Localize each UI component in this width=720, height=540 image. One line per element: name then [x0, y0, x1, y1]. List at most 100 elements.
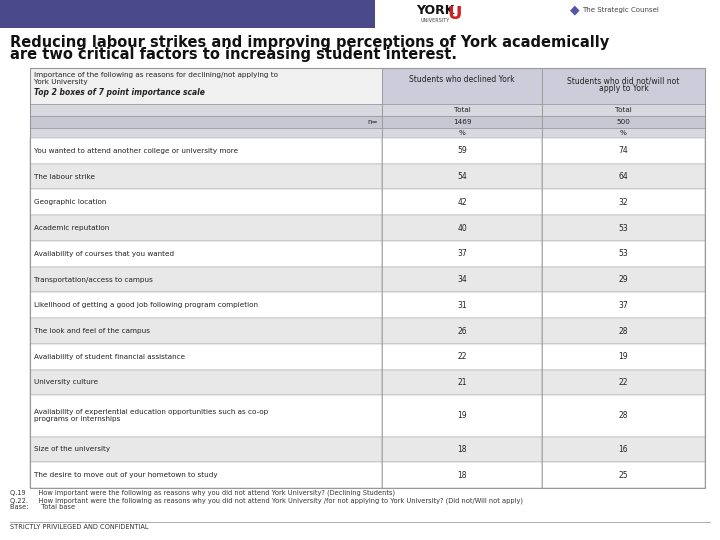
Text: are two critical factors to increasing student interest.: are two critical factors to increasing s… [10, 48, 457, 63]
Text: The labour strike: The labour strike [34, 173, 95, 180]
Text: Availability of courses that you wanted: Availability of courses that you wanted [34, 251, 174, 257]
Bar [382, 164, 542, 190]
Bar [542, 128, 705, 138]
Bar [30, 369, 382, 395]
Text: 1469: 1469 [453, 119, 472, 125]
Text: Size of the university: Size of the university [34, 447, 110, 453]
Text: 500: 500 [616, 119, 631, 125]
Text: The desire to move out of your hometown to study: The desire to move out of your hometown … [34, 472, 217, 478]
Text: University culture: University culture [34, 380, 98, 386]
Text: 53: 53 [618, 249, 629, 258]
Bar [30, 436, 382, 462]
Bar [542, 318, 705, 344]
Text: STRICTLY PRIVILEGED AND CONFIDENTIAL: STRICTLY PRIVILEGED AND CONFIDENTIAL [10, 524, 148, 530]
Bar [30, 241, 382, 267]
Text: 22: 22 [457, 352, 467, 361]
Text: Top 2 boxes of 7 point importance scale: Top 2 boxes of 7 point importance scale [34, 88, 205, 97]
Text: 53: 53 [618, 224, 629, 233]
Bar [382, 68, 542, 104]
Bar [30, 318, 382, 344]
Text: 22: 22 [618, 378, 629, 387]
Text: Students who did not/will not: Students who did not/will not [567, 76, 680, 85]
Bar [542, 241, 705, 267]
Bar [30, 190, 382, 215]
Bar [542, 436, 705, 462]
Bar [30, 68, 382, 104]
Text: 31: 31 [457, 301, 467, 310]
Text: 54: 54 [457, 172, 467, 181]
Text: U: U [448, 5, 462, 23]
Text: %: % [620, 130, 627, 136]
Bar [382, 436, 542, 462]
Text: 37: 37 [618, 301, 629, 310]
Bar [30, 68, 705, 488]
Bar [382, 190, 542, 215]
Text: Availability of experiential education opportunities such as co-op: Availability of experiential education o… [34, 409, 269, 415]
Text: 32: 32 [618, 198, 629, 207]
Text: Total: Total [615, 107, 632, 113]
Bar [542, 68, 705, 104]
Bar [542, 462, 705, 488]
Text: Total: Total [454, 107, 470, 113]
Text: %: % [459, 130, 465, 136]
Bar [30, 138, 382, 164]
Text: 18: 18 [457, 471, 467, 480]
Text: York University: York University [34, 79, 88, 85]
Bar [382, 395, 542, 436]
Text: 64: 64 [618, 172, 629, 181]
Bar [382, 462, 542, 488]
Bar [542, 395, 705, 436]
Text: apply to York: apply to York [598, 84, 649, 93]
Text: 16: 16 [618, 445, 629, 454]
Bar [542, 164, 705, 190]
Bar [382, 344, 542, 369]
Text: You wanted to attend another college or university more: You wanted to attend another college or … [34, 148, 238, 154]
Text: 37: 37 [457, 249, 467, 258]
Text: n=: n= [367, 119, 378, 125]
Text: UNIVERSITY: UNIVERSITY [420, 17, 449, 23]
Text: 21: 21 [457, 378, 467, 387]
Bar [30, 164, 382, 190]
Bar [30, 116, 382, 128]
Text: Reducing labour strikes and improving perceptions of York academically: Reducing labour strikes and improving pe… [10, 35, 609, 50]
Text: 26: 26 [457, 327, 467, 335]
Text: Academic reputation: Academic reputation [34, 225, 109, 231]
Text: YORK: YORK [416, 3, 454, 17]
Text: 29: 29 [618, 275, 629, 284]
Bar [30, 104, 382, 116]
Bar [382, 215, 542, 241]
Bar [382, 369, 542, 395]
Text: Importance of the following as reasons for declining/not applying to: Importance of the following as reasons f… [34, 72, 278, 78]
Bar [30, 462, 382, 488]
Bar [542, 369, 705, 395]
Bar [30, 215, 382, 241]
Text: 18: 18 [457, 445, 467, 454]
Bar [382, 116, 542, 128]
Text: Transportation/access to campus: Transportation/access to campus [34, 276, 153, 282]
Text: The look and feel of the campus: The look and feel of the campus [34, 328, 150, 334]
Text: 74: 74 [618, 146, 629, 156]
Bar [30, 128, 382, 138]
Bar [382, 241, 542, 267]
Text: 19: 19 [457, 411, 467, 421]
Text: 25: 25 [618, 471, 629, 480]
Bar [30, 344, 382, 369]
Text: 28: 28 [618, 411, 629, 421]
Text: 19: 19 [618, 352, 629, 361]
Bar [542, 116, 705, 128]
Bar [382, 128, 542, 138]
Text: Q.22.     How important were the following as reasons why you did not attend Yor: Q.22. How important were the following a… [10, 497, 523, 503]
Bar [382, 318, 542, 344]
Bar [382, 293, 542, 318]
Text: Q.19      How important were the following as reasons why you did not attend Yor: Q.19 How important were the following as… [10, 490, 395, 496]
Text: Likelihood of getting a good job following program completion: Likelihood of getting a good job followi… [34, 302, 258, 308]
Text: programs or internships: programs or internships [34, 416, 120, 422]
Bar [542, 190, 705, 215]
Text: 28: 28 [618, 327, 629, 335]
Bar [0, 0, 375, 28]
Text: Availability of student financial assistance: Availability of student financial assist… [34, 354, 185, 360]
Text: 40: 40 [457, 224, 467, 233]
Bar [382, 104, 542, 116]
Bar [542, 267, 705, 293]
Bar [30, 395, 382, 436]
